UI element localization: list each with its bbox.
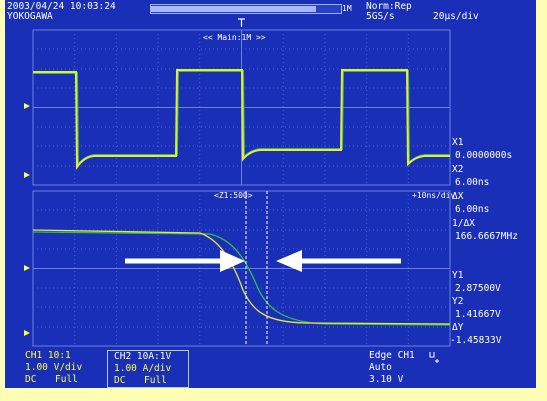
ch-level-markers xyxy=(24,103,30,336)
x1-value: 0.0000000s xyxy=(455,150,513,161)
trigger-mode: Norm:Rep xyxy=(366,1,412,12)
dy-value: -1.45833V xyxy=(450,335,502,346)
y2-value: 1.41667V xyxy=(455,309,501,320)
ch1-upper-marker xyxy=(24,103,30,109)
oscilloscope-screen: 2003/04/24 10:03:24 YOKOGAWA 1M Norm:Rep… xyxy=(5,0,536,388)
trigger-type: Edge CH1 xyxy=(369,350,415,361)
y1-value: 2.87500V xyxy=(455,283,501,294)
dx-label: ΔX xyxy=(452,191,464,202)
x2-value: 6.00ns xyxy=(455,177,490,188)
zoom-time-div: +10ns/div xyxy=(412,191,456,200)
ch2-info[interactable]: CH2 10A:1V 1.00 A/div DC Full xyxy=(107,350,189,388)
waveform-display xyxy=(24,18,451,363)
ch1-coupling: DC xyxy=(25,374,37,385)
record-position-bar[interactable] xyxy=(150,4,342,14)
ch2-zoom-trace xyxy=(32,231,451,326)
lower-waveforms xyxy=(32,229,451,326)
trigger-level: 3.10 V xyxy=(369,374,404,385)
cursors xyxy=(245,191,268,346)
ch2-scale: 1.00 A/div xyxy=(114,363,172,374)
ch2-upper-marker xyxy=(24,172,30,178)
inv-dx-label: 1/ΔX xyxy=(452,218,475,229)
trigger-position-marker xyxy=(238,18,245,27)
main-window-label: << Main:1M >> xyxy=(203,33,266,42)
ch2-bandwidth: Full xyxy=(144,375,167,386)
ch1-bandwidth: Full xyxy=(55,374,78,385)
ch2-lower-marker xyxy=(24,330,30,336)
x2-label: X2 xyxy=(452,164,464,175)
dy-label: ΔY xyxy=(452,322,464,333)
record-length: 1M xyxy=(342,4,352,13)
ch1-lower-marker xyxy=(24,265,30,271)
brand-label: YOKOGAWA xyxy=(7,11,53,22)
ch1-scale: 1.00 V/div xyxy=(25,362,83,373)
ch1-main-trace xyxy=(33,69,450,171)
ch1-zoom-trace xyxy=(32,229,451,325)
record-position-fill xyxy=(151,6,317,12)
sample-rate: 5GS/s xyxy=(366,11,395,22)
rising-edge-icon xyxy=(429,352,435,358)
y2-label: Y2 xyxy=(452,296,464,307)
ch2-probe: CH2 10A:1V xyxy=(114,351,172,362)
date-time: 2003/04/24 10:03:24 xyxy=(7,1,116,12)
dx-value: 6.00ns xyxy=(455,204,490,215)
inv-dx-value: 166.6667MHz xyxy=(455,231,518,242)
x1-label: X1 xyxy=(452,137,464,148)
lower-graticule xyxy=(32,190,451,347)
ch2-coupling: DC xyxy=(114,375,126,386)
annotation-arrows xyxy=(125,250,401,272)
upper-waveforms xyxy=(33,69,450,171)
zoom-window-label: <Z1:500> xyxy=(214,191,253,200)
trigger-mode-label: Auto xyxy=(369,362,392,373)
time-per-div: 20µs/div xyxy=(433,11,479,22)
ch1-probe: CH1 10:1 xyxy=(25,350,71,361)
y1-label: Y1 xyxy=(452,270,464,281)
